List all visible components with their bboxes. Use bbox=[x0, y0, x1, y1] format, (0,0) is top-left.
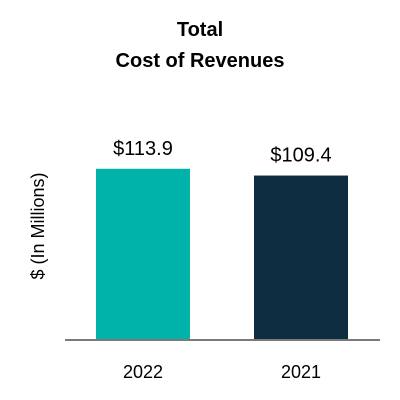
bars-layer: $113.9 $109.4 bbox=[96, 138, 348, 340]
x-tick-layer: 2022 2021 bbox=[123, 362, 321, 382]
value-label-2021: $109.4 bbox=[270, 145, 331, 167]
x-tick-label-2021: 2021 bbox=[281, 362, 321, 382]
y-axis-label: $ (In Millions) bbox=[28, 172, 48, 279]
chart-title-line-1: Total bbox=[177, 19, 223, 41]
chart-title-line-2: Cost of Revenues bbox=[116, 50, 285, 72]
x-tick-label-2022: 2022 bbox=[123, 362, 163, 382]
bar-2022 bbox=[96, 168, 190, 340]
value-label-2022: $113.9 bbox=[113, 138, 173, 160]
bar-2021 bbox=[254, 175, 348, 340]
